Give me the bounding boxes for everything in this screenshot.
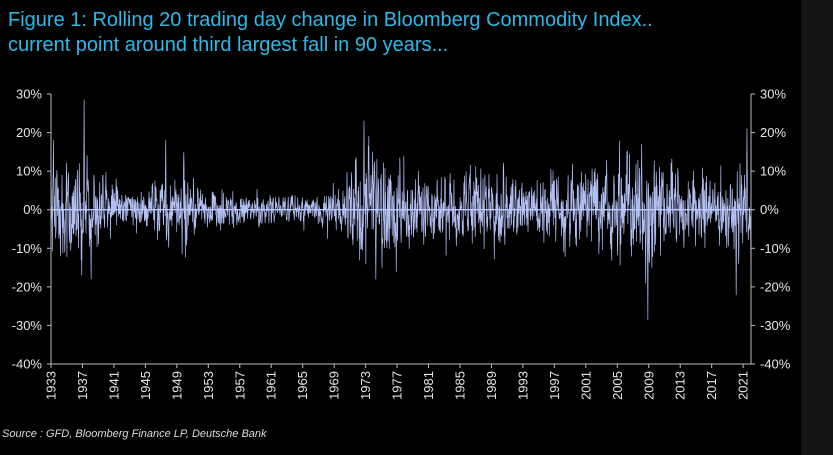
source-note: Source : GFD, Bloomberg Finance LP, Deut… xyxy=(2,428,267,440)
chart-title-line-2: current point around third largest fall … xyxy=(8,34,449,56)
y-tick-label-left: 30% xyxy=(16,87,42,102)
edge-strip xyxy=(801,0,833,455)
y-tick-label-right: -10% xyxy=(760,241,791,256)
x-tick-label: 1945 xyxy=(138,371,153,400)
axes-layer: 30% 30% 20% 20% 10% 10% 0% 0% -10% -10% -20% -20% -3… xyxy=(12,87,791,400)
x-tick-label: 2021 xyxy=(736,371,751,400)
x-tick-label: 2005 xyxy=(610,371,625,400)
x-tick-label: 1985 xyxy=(452,371,467,400)
x-tick-label: 1997 xyxy=(547,371,562,400)
chart-title-line-1: Figure 1: Rolling 20 trading day change … xyxy=(8,9,653,31)
y-tick-label-left: 20% xyxy=(16,125,42,140)
chart-title: Figure 1: Rolling 20 trading day change … xyxy=(8,8,798,58)
y-tick-label-left: -10% xyxy=(12,241,43,256)
chart-area: 30% 30% 20% 20% 10% 10% 0% 0% -10% -10% -20% -20% -3… xyxy=(12,87,791,400)
y-tick-label-right: 30% xyxy=(760,87,786,102)
series-layer xyxy=(50,99,752,320)
x-tick-label: 1933 xyxy=(44,371,59,400)
x-tick-label: 2017 xyxy=(704,371,719,400)
x-tick-label: 1949 xyxy=(169,371,184,400)
x-tick-label: 1941 xyxy=(106,371,121,400)
x-tick-label: 1989 xyxy=(484,371,499,400)
x-tick-label: 2001 xyxy=(578,371,593,400)
y-tick-label-right: 10% xyxy=(760,164,786,179)
y-tick-label-right: 20% xyxy=(760,125,786,140)
y-tick-label-left: 10% xyxy=(16,164,42,179)
x-tick-label: 1977 xyxy=(390,371,405,400)
y-tick-label-right: -20% xyxy=(760,279,791,294)
x-tick-label: 1993 xyxy=(515,371,530,400)
x-tick-label: 1973 xyxy=(358,371,373,400)
x-tick-label: 1981 xyxy=(421,371,436,400)
y-tick-label-right: 0% xyxy=(760,202,779,217)
y-tick-label-left: -40% xyxy=(12,357,43,372)
x-tick-label: 1961 xyxy=(264,371,279,400)
x-tick-label: 1965 xyxy=(295,371,310,400)
x-tick-label: 1937 xyxy=(75,371,90,400)
x-tick-label: 1969 xyxy=(327,371,342,400)
x-tick-label: 1957 xyxy=(232,371,247,400)
x-tick-label: 1953 xyxy=(201,371,216,400)
y-tick-label-left: -30% xyxy=(12,318,43,333)
series-line xyxy=(50,99,752,320)
y-tick-label-left: 0% xyxy=(23,202,42,217)
y-tick-label-right: -30% xyxy=(760,318,791,333)
y-tick-label-right: -40% xyxy=(760,357,791,372)
y-tick-label-left: -20% xyxy=(12,279,43,294)
x-tick-label: 2009 xyxy=(641,371,656,400)
x-tick-label: 2013 xyxy=(673,371,688,400)
